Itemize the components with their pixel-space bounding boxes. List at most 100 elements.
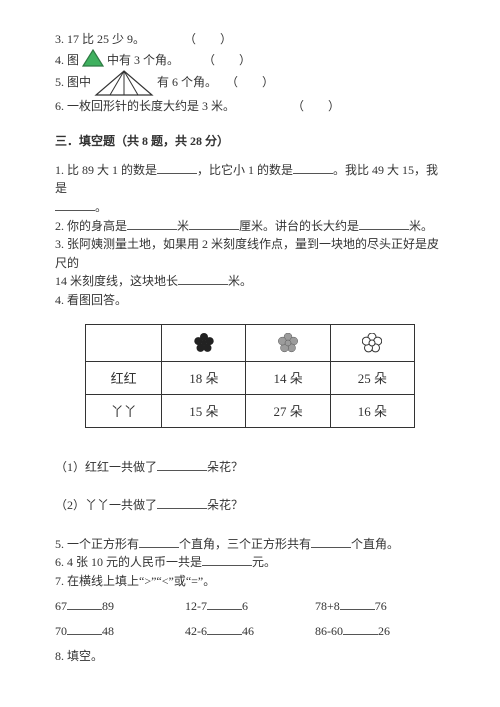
flower-gray-icon — [278, 334, 298, 349]
text: （2）丫丫一共做了 — [55, 498, 157, 512]
blank — [189, 218, 239, 229]
fill-q4-sub1: （1）红红一共做了 朵花？ — [55, 458, 445, 477]
tf-q5-a: 5. 图中 — [55, 75, 91, 89]
spacer — [55, 616, 445, 622]
tf-q3-text: 3. 17 比 25 少 9。 — [55, 32, 145, 46]
text: 2. 你的身高是 — [55, 219, 127, 233]
text: 朵花？ — [207, 498, 243, 512]
text: 米。 — [409, 219, 433, 233]
fill-q3-cont: 14 米刻度线，这块地长 米。 — [55, 272, 445, 291]
row-label: 红红 — [86, 361, 162, 394]
blank — [207, 624, 242, 635]
num: 76 — [375, 599, 387, 613]
text: 5. 一个正方形有 — [55, 537, 139, 551]
eq-cell: 42-6 46 — [185, 624, 315, 639]
page: 3. 17 比 25 少 9。 （ ） 4. 图 中有 3 个角。 （ ） 5.… — [0, 0, 500, 695]
blank — [293, 163, 333, 174]
eq-cell: 12-76 — [185, 599, 315, 614]
tf-q4-b: 中有 3 个角。 — [107, 53, 179, 67]
cell: 25 朵 — [330, 361, 414, 394]
spacer — [55, 116, 445, 122]
num: 89 — [102, 599, 114, 613]
text: 3. 张阿姨测量土地，如果用 2 米刻度线作点，量到一块地的尽头正好是皮尺的 — [55, 237, 439, 270]
flower-white-icon — [362, 334, 382, 349]
fill-q5: 5. 一个正方形有个直角，三个正方形共有个直角。 — [55, 535, 445, 554]
tf-q4: 4. 图 中有 3 个角。 （ ） — [55, 49, 445, 70]
num: 78+8 — [315, 599, 340, 613]
eq-cell: 86-60 26 — [315, 624, 445, 639]
partitioned-triangle-icon — [94, 69, 154, 97]
flower-black-icon — [194, 334, 214, 349]
num: 70 — [55, 624, 67, 638]
blank — [157, 498, 207, 509]
blank — [207, 599, 242, 610]
text: 。 — [95, 200, 107, 214]
fill-q4: 4. 看图回答。 — [55, 291, 445, 310]
table-row: 红红 18 朵 14 朵 25 朵 — [86, 361, 415, 394]
blank — [340, 599, 375, 610]
green-triangle-icon — [82, 49, 104, 67]
cell: 27 朵 — [246, 394, 330, 427]
tf-q5-b: 有 6 个角。 — [157, 75, 217, 89]
blank — [157, 163, 197, 174]
text: 14 米刻度线，这块地长 — [55, 274, 178, 288]
cell: 16 朵 — [330, 394, 414, 427]
eq-row-2: 70 48 42-6 46 86-60 26 — [55, 624, 445, 639]
blank — [67, 624, 102, 635]
fill-q1: 1. 比 89 大 1 的数是，比它小 1 的数是。我比 49 大 15，我是 — [55, 161, 445, 198]
blank — [178, 274, 228, 285]
text: ，比它小 1 的数是 — [197, 163, 293, 177]
num: 86-60 — [315, 624, 343, 638]
section-3-title: 三．填空题（共 8 题，共 28 分） — [55, 132, 445, 149]
fill-q8: 8. 填空。 — [55, 647, 445, 666]
num: 48 — [102, 624, 114, 638]
fill-q6: 6. 4 张 10 元的人民币一共是 元。 — [55, 553, 445, 572]
tf-paren: （ ） — [203, 53, 251, 67]
tf-paren: （ ） — [226, 75, 274, 89]
text: 厘米。讲台的长大约是 — [239, 219, 359, 233]
tf-q6: 6. 一枚回形针的长度大约是 3 米。 （ ） — [55, 97, 445, 116]
spacer — [55, 438, 445, 458]
text: 米。 — [228, 274, 252, 288]
num: 12-7 — [185, 599, 207, 613]
cell: 18 朵 — [162, 361, 246, 394]
blank — [67, 599, 102, 610]
tf-paren: （ ） — [184, 32, 232, 46]
num: 46 — [242, 624, 254, 638]
blank — [359, 218, 409, 229]
table-row: 丫丫 15 朵 27 朵 16 朵 — [86, 394, 415, 427]
text: （1）红红一共做了 — [55, 460, 157, 474]
header-flower-gray — [246, 324, 330, 361]
fill-q2: 2. 你的身高是 米 厘米。讲台的长大约是 米。 — [55, 217, 445, 236]
text: 朵花？ — [207, 460, 243, 474]
eq-cell: 78+8 76 — [315, 599, 445, 614]
blank — [139, 537, 179, 548]
blank — [55, 200, 95, 211]
tf-q5: 5. 图中 有 6 个角。 （ ） — [55, 69, 445, 97]
tf-q6-text: 6. 一枚回形针的长度大约是 3 米。 — [55, 99, 235, 113]
fill-q3: 3. 张阿姨测量土地，如果用 2 米刻度线作点，量到一块地的尽头正好是皮尺的 — [55, 235, 445, 272]
blank — [127, 218, 177, 229]
blank — [157, 459, 207, 470]
text: 元。 — [252, 555, 276, 569]
spacer — [55, 591, 445, 597]
text: 米 — [177, 219, 189, 233]
flower-table: 红红 18 朵 14 朵 25 朵 丫丫 15 朵 27 朵 16 朵 — [85, 324, 415, 428]
num: 26 — [378, 624, 390, 638]
text: 6. 4 张 10 元的人民币一共是 — [55, 555, 202, 569]
spacer — [55, 310, 445, 316]
row-label: 丫丫 — [86, 394, 162, 427]
blank — [202, 555, 252, 566]
spacer — [55, 476, 445, 496]
tf-paren: （ ） — [292, 99, 340, 113]
num: 42-6 — [185, 624, 207, 638]
header-blank — [86, 324, 162, 361]
eq-cell: 6789 — [55, 599, 185, 614]
blank — [311, 537, 351, 548]
fill-q1-cont: 。 — [55, 198, 445, 217]
header-flower-black — [162, 324, 246, 361]
fill-q7: 7. 在横线上填上“>”“<”或“=”。 — [55, 572, 445, 591]
tf-q4-a: 4. 图 — [55, 53, 79, 67]
cell: 14 朵 — [246, 361, 330, 394]
cell: 15 朵 — [162, 394, 246, 427]
